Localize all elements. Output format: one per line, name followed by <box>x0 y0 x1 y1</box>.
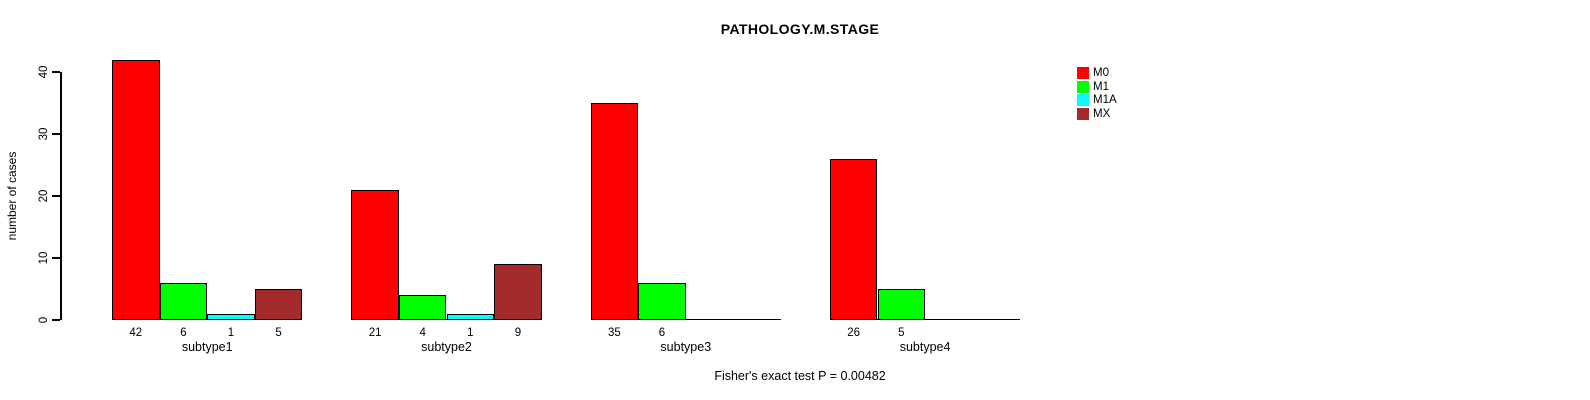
bar-value-label: 42 <box>129 327 143 339</box>
bar-m1-subtype1 <box>159 282 208 320</box>
bar-value-label: 6 <box>180 327 187 339</box>
bar-value-label: 5 <box>898 327 905 339</box>
y-axis-tick-label: 10 <box>38 251 50 265</box>
y-axis-tick-label: 40 <box>38 65 50 79</box>
x-axis-category-label: subtype1 <box>181 340 233 354</box>
bar-value-label: 21 <box>368 327 382 339</box>
y-axis-tick-label: 30 <box>38 127 50 141</box>
bar-m1-subtype4 <box>877 289 926 320</box>
x-axis-baseline <box>351 318 542 320</box>
bar-mx-subtype1 <box>254 289 303 320</box>
bar-value-label: 1 <box>227 327 235 339</box>
legend-swatch-m1 <box>1077 80 1089 93</box>
legend-label-mx: MX <box>1093 107 1111 120</box>
legend-swatch-m1a <box>1077 94 1089 106</box>
x-axis-category-label: subtype4 <box>899 340 951 354</box>
bar-m1-subtype2 <box>398 295 447 320</box>
y-axis-tick-label: 20 <box>38 189 50 203</box>
annotation-text: Fisher's exact test P = 0.00482 <box>714 369 886 383</box>
bar-m0-subtype1 <box>112 59 160 320</box>
bar-m0-subtype3 <box>590 103 639 320</box>
y-axis-line <box>60 72 62 320</box>
y-axis-tick-label: 0 <box>38 316 50 324</box>
bar-value-label: 6 <box>658 327 666 339</box>
legend-label-m1: M1 <box>1093 80 1109 93</box>
y-axis-tick <box>52 133 60 135</box>
bar-m1a-subtype2 <box>446 313 495 320</box>
bar-value-label: 35 <box>607 327 621 339</box>
bar-value-label: 1 <box>467 327 474 339</box>
legend-label-m1a: M1A <box>1093 94 1117 106</box>
x-axis-baseline <box>590 318 781 320</box>
y-axis-title: number of cases <box>5 151 19 241</box>
bar-value-label: 4 <box>419 327 426 339</box>
chart-title: PATHOLOGY.M.STAGE <box>720 21 880 37</box>
bar-m1-subtype3 <box>638 282 686 320</box>
x-axis-category-label: subtype2 <box>421 340 472 354</box>
bar-value-label: 26 <box>847 327 861 339</box>
bar-m0-subtype2 <box>351 189 399 320</box>
y-axis-tick <box>52 195 60 197</box>
bar-mx-subtype2 <box>494 264 542 320</box>
bar-m1a-subtype1 <box>207 313 255 320</box>
bar-value-label: 5 <box>275 327 282 339</box>
legend-swatch-mx <box>1077 107 1089 120</box>
y-axis-tick <box>52 71 60 73</box>
bar-m0-subtype4 <box>829 158 878 320</box>
legend-swatch-m0 <box>1077 67 1089 79</box>
bar-value-label: 9 <box>514 327 522 339</box>
legend-label-m0: M0 <box>1093 67 1109 79</box>
x-axis-category-label: subtype3 <box>660 340 712 354</box>
y-axis-tick <box>52 319 60 321</box>
y-axis-tick <box>52 257 60 259</box>
